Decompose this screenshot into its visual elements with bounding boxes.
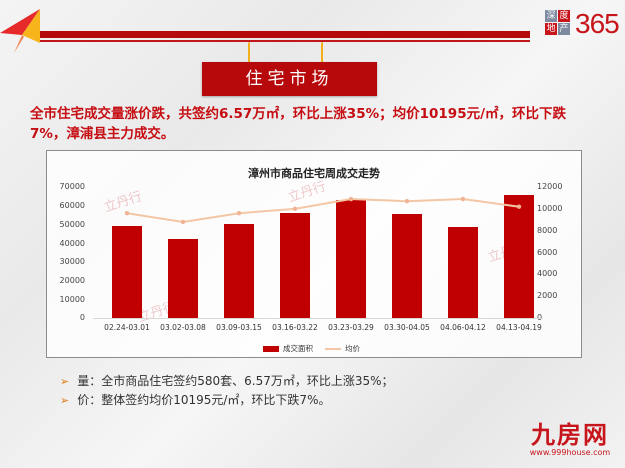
- hanging-hook-right: [321, 42, 325, 64]
- y-left-tick: 70000: [59, 182, 85, 191]
- y-left-tick: 30000: [59, 257, 85, 266]
- x-axis-line: [93, 318, 543, 319]
- brand-logo-365: 深 度 地 产 365: [545, 8, 620, 39]
- headline-summary: 全市住宅成交量涨价跌，共签约6.57万㎡，环比上涨35%；均价10195元/㎡，…: [30, 106, 567, 142]
- x-tick-label: 03.16-03.22: [272, 323, 318, 332]
- chart-legend: 成交面积 均价: [263, 343, 360, 354]
- header-rule: [40, 31, 530, 38]
- y-right-tick: 2000: [537, 291, 558, 300]
- x-tick-label: 03.09-03.15: [216, 323, 262, 332]
- y-right-tick: 8000: [537, 226, 558, 235]
- section-banner: 住宅市场: [202, 62, 377, 96]
- paper-plane-icon: [0, 9, 40, 53]
- legend-line-label: 均价: [345, 344, 360, 353]
- y-left-tick: 0: [79, 313, 85, 322]
- bullet-volume: ➢ 量：全市商品住宅签约580套、6.57万㎡，环比上涨35%；: [60, 374, 394, 388]
- chart-title: 漳州市商品住宅周成交走势: [248, 167, 380, 180]
- footer-url: www.999house.com: [529, 448, 611, 457]
- bar: [448, 227, 478, 318]
- bar: [224, 224, 254, 318]
- x-tick-label: 03.02-03.08: [160, 323, 206, 332]
- bullet-price: ➢ 价：整体签约均价10195元/㎡，环比下跌7%。: [60, 393, 331, 407]
- y-right-tick: 4000: [537, 269, 558, 278]
- x-tick-label: 03.23-03.29: [328, 323, 374, 332]
- bar: [504, 195, 534, 318]
- y-left-tick: 60000: [59, 201, 85, 210]
- y-right-tick: 6000: [537, 248, 558, 257]
- x-tick-label: 04.06-04.12: [440, 323, 486, 332]
- bar: [392, 213, 422, 318]
- x-tick-label: 02.24-03.01: [104, 323, 150, 332]
- bar: [168, 238, 198, 318]
- y-right-tick: 0: [537, 313, 573, 322]
- x-tick-label: 03.30-04.05: [384, 323, 430, 332]
- legend-line-swatch: [325, 347, 341, 350]
- summary-bullets: ➢ 量：全市商品住宅签约580套、6.57万㎡，环比上涨35%； ➢ 价：整体签约均…: [60, 372, 394, 410]
- bar: [336, 200, 366, 318]
- y-left-tick: 20000: [59, 276, 85, 285]
- header-rule-thin: [40, 39, 530, 42]
- y-right-tick: 12000: [537, 182, 563, 191]
- y-left-tick: 50000: [59, 220, 85, 229]
- hanging-hook-left: [248, 42, 252, 64]
- legend-bar-swatch: [263, 345, 279, 352]
- price-line-series: [124, 196, 522, 225]
- y-left-tick: 10000: [59, 295, 85, 304]
- bar: [280, 213, 310, 318]
- arrow-bullet-icon: ➢: [60, 375, 70, 388]
- arrow-bullet-icon: ➢: [60, 394, 70, 407]
- y-right-tick: 10000: [537, 204, 563, 213]
- footer-logo-999house: 九房网 www.999house.com: [520, 422, 620, 462]
- x-tick-label: 04.13-04.19: [496, 323, 542, 332]
- y-left-tick: 40000: [59, 239, 85, 248]
- legend-bar-label: 成交面积: [283, 344, 313, 353]
- bar: [112, 226, 142, 318]
- chart-panel: 漳州市商品住宅周成交走势 70000 60000 50000 40000 300…: [46, 150, 582, 358]
